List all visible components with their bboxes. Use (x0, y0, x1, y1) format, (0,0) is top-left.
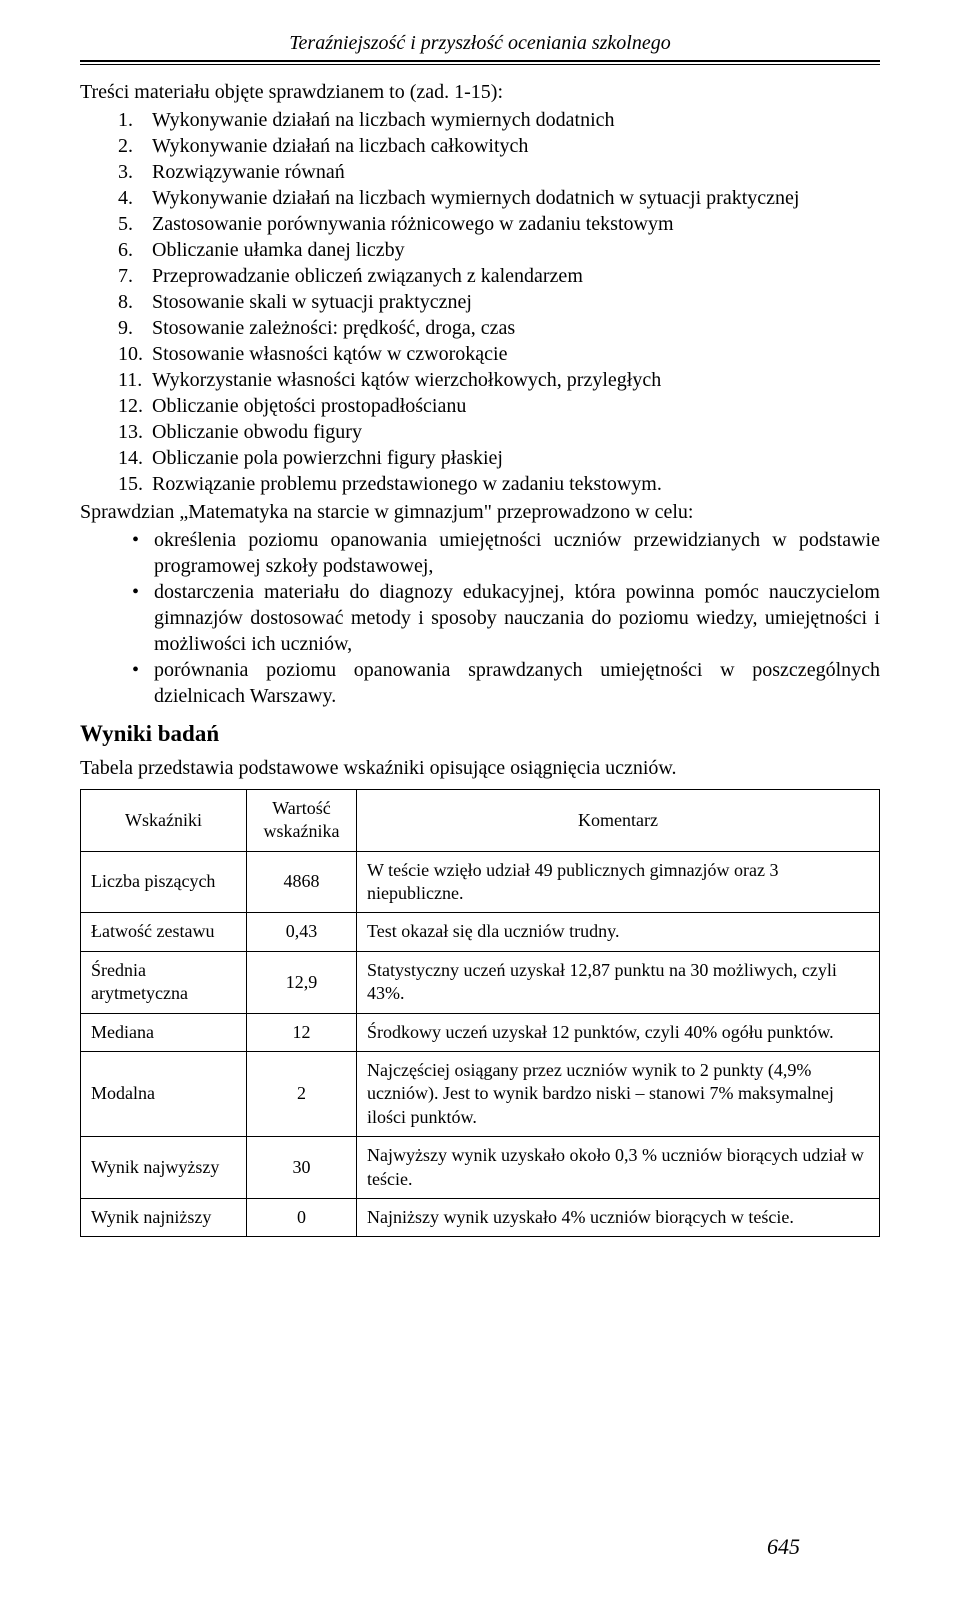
table-header-cell: Komentarz (357, 789, 880, 851)
list-item: •porównania poziomu opanowania sprawdzan… (132, 657, 880, 709)
list-item: •dostarczenia materiału do diagnozy eduk… (132, 579, 880, 657)
item-text: określenia poziomu opanowania umiejętnoś… (154, 527, 880, 579)
table-cell: Modalna (81, 1052, 247, 1137)
list-item: 12.Obliczanie objętości prostopadłościan… (118, 393, 880, 419)
list-item: 3.Rozwiązywanie równań (118, 159, 880, 185)
table-row: Mediana 12 Środkowy uczeń uzyskał 12 pun… (81, 1013, 880, 1051)
paragraph-purpose: Sprawdzian „Matematyka na starcie w gimn… (80, 499, 880, 525)
list-item: 6.Obliczanie ułamka danej liczby (118, 237, 880, 263)
item-number: 15. (118, 471, 152, 497)
page-container: Teraźniejszość i przyszłość oceniania sz… (80, 30, 880, 1590)
item-text: Wykonywanie działań na liczbach wymierny… (152, 185, 880, 211)
list-item: 14.Obliczanie pola powierzchni figury pł… (118, 445, 880, 471)
item-number: 5. (118, 211, 152, 237)
table-cell: Mediana (81, 1013, 247, 1051)
item-text: Przeprowadzanie obliczeń związanych z ka… (152, 263, 880, 289)
bullet-list: •określenia poziomu opanowania umiejętno… (132, 527, 880, 709)
table-row: Wynik najniższy 0 Najniższy wynik uzyska… (81, 1198, 880, 1236)
table-cell: Statystyczny uczeń uzyskał 12,87 punktu … (357, 951, 880, 1013)
item-number: 13. (118, 419, 152, 445)
table-row: Liczba piszących 4868 W teście wzięło ud… (81, 851, 880, 913)
item-text: Rozwiązywanie równań (152, 159, 880, 185)
list-item: 1.Wykonywanie działań na liczbach wymier… (118, 107, 880, 133)
intro-text: Treści materiału objęte sprawdzianem to … (80, 79, 880, 105)
list-item: 7.Przeprowadzanie obliczeń związanych z … (118, 263, 880, 289)
item-number: 4. (118, 185, 152, 211)
list-item: 5.Zastosowanie porównywania różnicowego … (118, 211, 880, 237)
item-text: Stosowanie skali w sytuacji praktycznej (152, 289, 880, 315)
section-heading: Wyniki badań (80, 719, 880, 749)
item-text: Obliczanie objętości prostopadłościanu (152, 393, 880, 419)
list-item: 4.Wykonywanie działań na liczbach wymier… (118, 185, 880, 211)
table-cell: Średnia arytmetyczna (81, 951, 247, 1013)
table-cell: W teście wzięło udział 49 publicznych gi… (357, 851, 880, 913)
bullet-icon: • (132, 527, 154, 579)
table-cell: 0,43 (247, 913, 357, 951)
item-text: porównania poziomu opanowania sprawdzany… (154, 657, 880, 709)
list-item: •określenia poziomu opanowania umiejętno… (132, 527, 880, 579)
table-cell: Wynik najwyższy (81, 1137, 247, 1199)
list-item: 11.Wykorzystanie własności kątów wierzch… (118, 367, 880, 393)
header-divider (80, 60, 880, 65)
item-number: 6. (118, 237, 152, 263)
item-text: Obliczanie pola powierzchni figury płask… (152, 445, 880, 471)
list-item: 8.Stosowanie skali w sytuacji praktyczne… (118, 289, 880, 315)
item-number: 11. (118, 367, 152, 393)
list-item: 10.Stosowanie własności kątów w czworoką… (118, 341, 880, 367)
item-number: 14. (118, 445, 152, 471)
table-cell: Łatwość zestawu (81, 913, 247, 951)
table-cell: Test okazał się dla uczniów trudny. (357, 913, 880, 951)
table-cell: Najczęściej osiągany przez uczniów wynik… (357, 1052, 880, 1137)
table-cell: Liczba piszących (81, 851, 247, 913)
item-text: Wykonywanie działań na liczbach wymierny… (152, 107, 880, 133)
table-row: Modalna 2 Najczęściej osiągany przez ucz… (81, 1052, 880, 1137)
item-text: Obliczanie ułamka danej liczby (152, 237, 880, 263)
list-item: 2.Wykonywanie działań na liczbach całkow… (118, 133, 880, 159)
table-cell: Najwyższy wynik uzyskało około 0,3 % ucz… (357, 1137, 880, 1199)
item-text: Stosowanie własności kątów w czworokącie (152, 341, 880, 367)
table-row: Łatwość zestawu 0,43 Test okazał się dla… (81, 913, 880, 951)
table-cell: 12 (247, 1013, 357, 1051)
table-header-cell: Wartość wskaźnika (247, 789, 357, 851)
item-text: Wykorzystanie własności kątów wierzchołk… (152, 367, 880, 393)
numbered-list: 1.Wykonywanie działań na liczbach wymier… (118, 107, 880, 497)
item-number: 8. (118, 289, 152, 315)
item-text: Zastosowanie porównywania różnicowego w … (152, 211, 880, 237)
table-cell: 2 (247, 1052, 357, 1137)
table-row: Wynik najwyższy 30 Najwyższy wynik uzysk… (81, 1137, 880, 1199)
item-number: 3. (118, 159, 152, 185)
page-header-title: Teraźniejszość i przyszłość oceniania sz… (80, 30, 880, 56)
table-cell: 12,9 (247, 951, 357, 1013)
table-row: Wskaźniki Wartość wskaźnika Komentarz (81, 789, 880, 851)
list-item: 13.Obliczanie obwodu figury (118, 419, 880, 445)
list-item: 15.Rozwiązanie problemu przedstawionego … (118, 471, 880, 497)
table-cell: Najniższy wynik uzyskało 4% uczniów bior… (357, 1198, 880, 1236)
item-number: 10. (118, 341, 152, 367)
table-cell: Środkowy uczeń uzyskał 12 punktów, czyli… (357, 1013, 880, 1051)
item-number: 9. (118, 315, 152, 341)
table-cell: 4868 (247, 851, 357, 913)
item-number: 2. (118, 133, 152, 159)
table-cell: 0 (247, 1198, 357, 1236)
item-text: Stosowanie zależności: prędkość, droga, … (152, 315, 880, 341)
item-number: 7. (118, 263, 152, 289)
item-text: dostarczenia materiału do diagnozy eduka… (154, 579, 880, 657)
table-header-cell: Wskaźniki (81, 789, 247, 851)
bullet-icon: • (132, 657, 154, 709)
item-number: 12. (118, 393, 152, 419)
item-text: Rozwiązanie problemu przedstawionego w z… (152, 471, 880, 497)
table-row: Średnia arytmetyczna 12,9 Statystyczny u… (81, 951, 880, 1013)
table-cell: 30 (247, 1137, 357, 1199)
results-table: Wskaźniki Wartość wskaźnika Komentarz Li… (80, 789, 880, 1237)
list-item: 9.Stosowanie zależności: prędkość, droga… (118, 315, 880, 341)
item-text: Obliczanie obwodu figury (152, 419, 880, 445)
item-number: 1. (118, 107, 152, 133)
table-cell: Wynik najniższy (81, 1198, 247, 1236)
table-caption: Tabela przedstawia podstawowe wskaźniki … (80, 755, 880, 781)
bullet-icon: • (132, 579, 154, 657)
item-text: Wykonywanie działań na liczbach całkowit… (152, 133, 880, 159)
page-number: 645 (767, 1533, 800, 1562)
